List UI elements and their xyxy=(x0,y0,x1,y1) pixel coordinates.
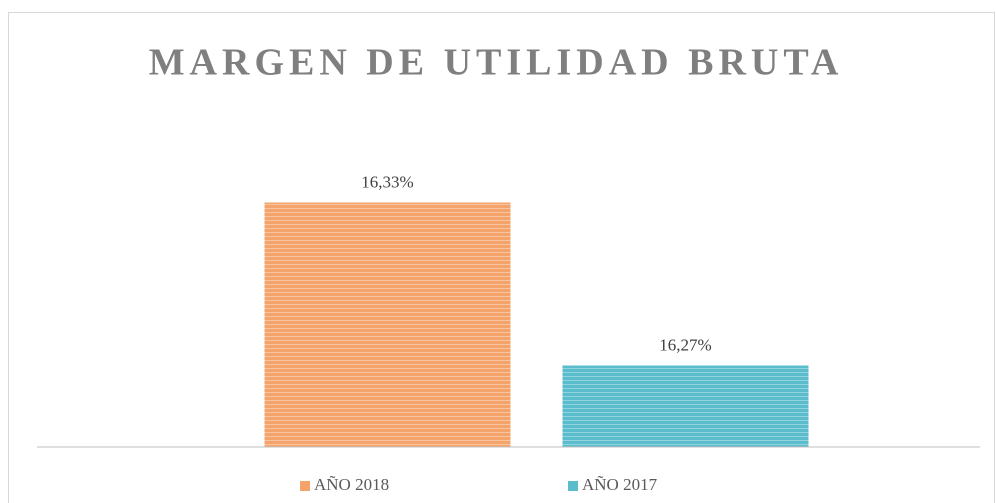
legend-label: AÑO 2017 xyxy=(582,475,658,494)
bar xyxy=(264,202,511,447)
value-label: 16,33% xyxy=(361,172,413,191)
chart-title: MARGEN DE UTILIDAD BRUTA xyxy=(149,42,844,84)
legend-swatch xyxy=(300,481,310,491)
legend-label: AÑO 2018 xyxy=(314,475,389,494)
legend-swatch xyxy=(568,481,578,491)
value-label: 16,27% xyxy=(659,335,711,354)
bar xyxy=(562,365,809,447)
chart-frame xyxy=(8,12,995,503)
